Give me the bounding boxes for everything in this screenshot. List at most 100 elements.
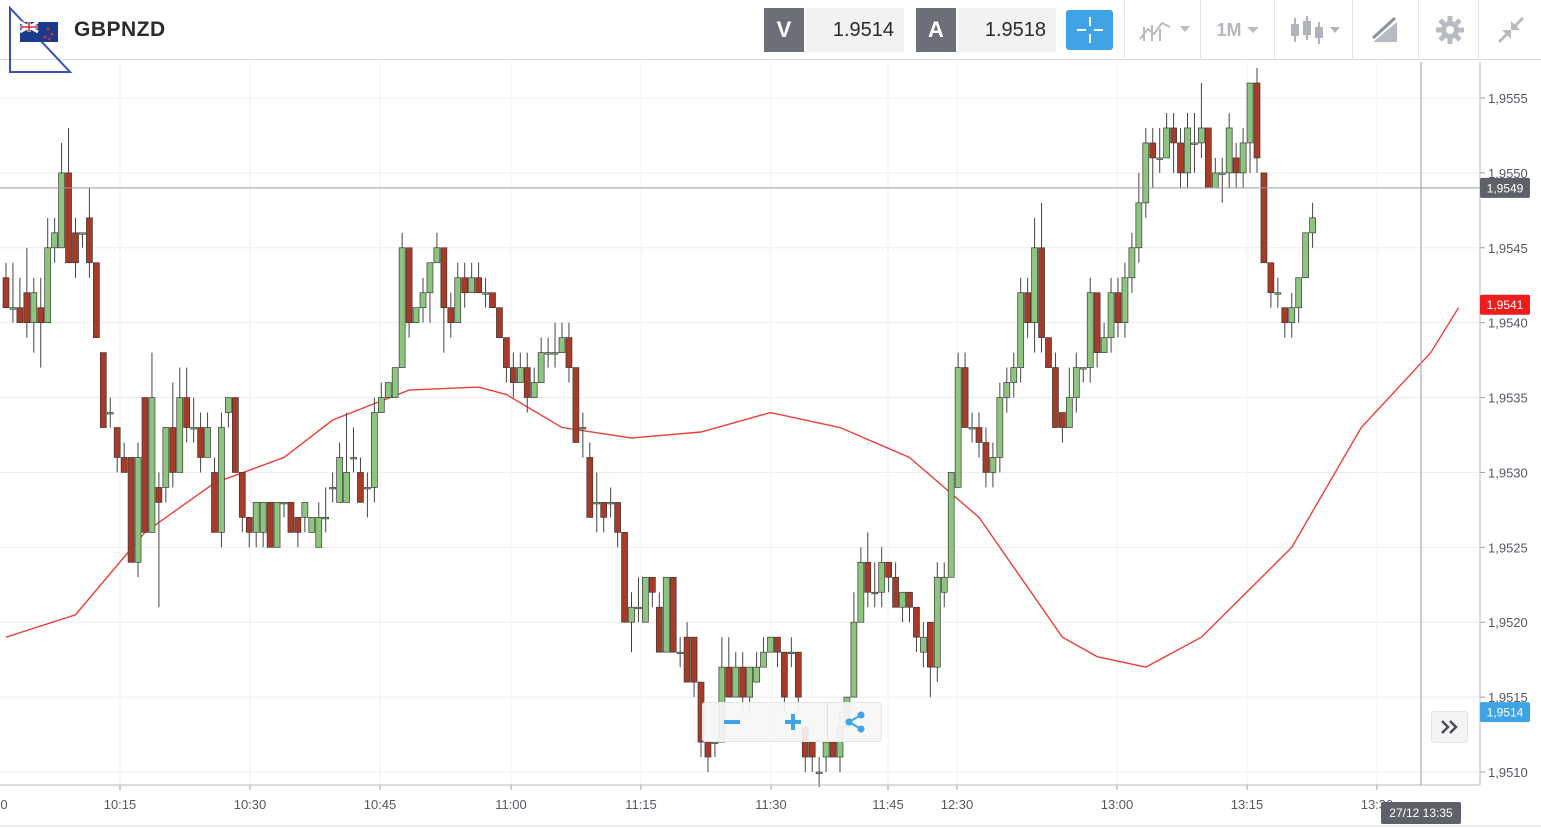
candle-body (482, 292, 489, 295)
scroll-to-latest-button[interactable] (1431, 711, 1468, 743)
candle-body (1198, 127, 1205, 144)
candle-body (127, 457, 135, 563)
candle-body (134, 457, 142, 563)
candle-body (315, 517, 323, 548)
candle (1239, 127, 1247, 188)
candle-body (1059, 412, 1066, 428)
candle (287, 502, 295, 533)
bid-price-tag-bg (1480, 702, 1530, 723)
collapse-button[interactable] (1488, 12, 1534, 48)
candle (551, 322, 559, 368)
candle-body (1170, 127, 1177, 144)
candle-body (704, 741, 712, 758)
settings-button[interactable] (1428, 12, 1472, 48)
y-tick-label: 1,9535 (1488, 391, 1528, 406)
candle-body (204, 427, 211, 458)
candle (266, 502, 274, 548)
candle (461, 262, 469, 308)
candle (1302, 232, 1310, 279)
toolbar-divider (1200, 0, 1201, 60)
candle (537, 337, 545, 383)
candle-body (350, 457, 357, 460)
candle (1253, 68, 1261, 173)
candle (655, 592, 663, 653)
candle (1204, 127, 1212, 189)
candle (433, 232, 441, 264)
candle-body (1010, 367, 1018, 383)
candle-body (86, 217, 93, 264)
candle (225, 397, 232, 428)
candle (940, 562, 948, 608)
toolbar-divider (1352, 0, 1353, 60)
candle (1003, 367, 1011, 413)
flag-icon (8, 5, 73, 74)
candle (329, 472, 336, 503)
zoom-out-button[interactable] (703, 703, 761, 741)
candle-body (1142, 142, 1150, 204)
candle-body (1191, 142, 1198, 145)
candle (72, 217, 79, 278)
candles-layer (2, 68, 1316, 787)
candle (1072, 352, 1080, 413)
candle-body (225, 397, 232, 413)
share-button[interactable] (827, 703, 881, 741)
candle (510, 352, 517, 398)
x-tick-label: 13:00 (1101, 797, 1134, 812)
candle-body (190, 427, 197, 430)
candle-body (1218, 172, 1226, 175)
candle (1114, 277, 1122, 338)
candle (662, 576, 670, 653)
candle (1184, 112, 1191, 188)
candle-body (565, 337, 573, 368)
candle-body (273, 502, 281, 548)
candle-body (920, 636, 927, 653)
candle-body (753, 666, 760, 683)
candle (760, 637, 767, 668)
candle-body (1302, 232, 1310, 279)
candle-body (1246, 82, 1254, 144)
time-cursor-bg (1381, 802, 1461, 824)
candle (1128, 232, 1136, 293)
drawing-tools-button[interactable] (1360, 12, 1410, 48)
candle (384, 382, 392, 398)
candle (1149, 127, 1157, 188)
candle-body (1121, 277, 1129, 324)
candle-body (781, 651, 788, 698)
candle (579, 412, 587, 458)
minus-icon (724, 720, 740, 724)
candle-body (9, 307, 17, 310)
candle-body (572, 367, 580, 443)
candle-body (44, 247, 52, 324)
candle (280, 502, 288, 518)
candle (996, 382, 1004, 473)
ask-price[interactable]: 1.9518 (958, 8, 1056, 52)
candle (447, 292, 455, 338)
candle (1246, 82, 1254, 173)
grid (0, 62, 1480, 785)
candle (954, 352, 962, 488)
candle (808, 741, 816, 772)
candle-body (1211, 172, 1219, 189)
candle-body (864, 561, 872, 593)
candle-body (1052, 367, 1059, 428)
zoom-in-button[interactable] (769, 703, 817, 741)
candle-body (113, 427, 121, 458)
candle (155, 472, 163, 608)
candle-style-menu[interactable] (1284, 12, 1346, 48)
candle-body (496, 307, 503, 338)
candle (371, 397, 378, 503)
y-tick-label: 1,9520 (1488, 615, 1528, 630)
candle-body (51, 232, 59, 249)
collapse-icon (1497, 16, 1525, 44)
candle (9, 262, 17, 323)
chevron-down-icon (1246, 27, 1259, 33)
candle (1211, 157, 1219, 189)
candle (607, 487, 615, 518)
chart-type-menu[interactable] (1134, 12, 1194, 48)
candle-body (259, 502, 267, 533)
timeframe-menu[interactable]: 1M (1208, 12, 1268, 48)
crosshair-button[interactable] (1066, 10, 1113, 50)
candle-body (503, 337, 510, 368)
bid-price[interactable]: 1.9514 (806, 8, 904, 52)
